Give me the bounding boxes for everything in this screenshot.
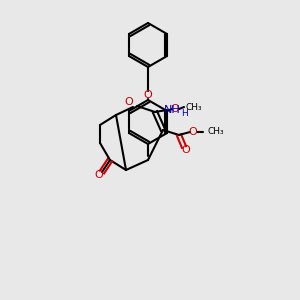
Text: CH₃: CH₃: [207, 128, 224, 136]
Text: O: O: [94, 170, 103, 180]
Text: CH₃: CH₃: [185, 103, 202, 112]
Text: H: H: [182, 109, 188, 118]
Text: NH: NH: [164, 105, 180, 115]
Text: O: O: [182, 145, 190, 155]
Text: O: O: [189, 127, 197, 137]
Text: O: O: [144, 90, 152, 100]
Text: O: O: [124, 97, 134, 107]
Text: O: O: [171, 104, 179, 114]
